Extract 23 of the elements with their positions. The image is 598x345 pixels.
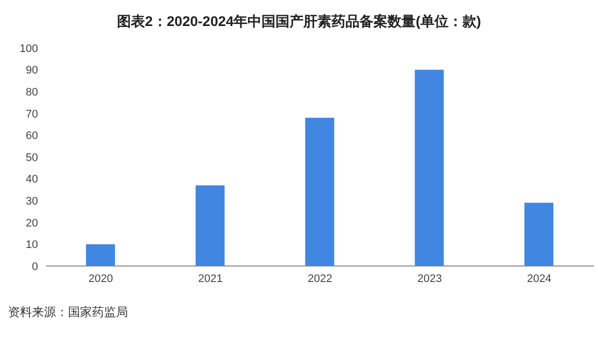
x-tick-label: 2023 bbox=[417, 272, 442, 285]
bar bbox=[86, 244, 115, 266]
y-tick-label: 90 bbox=[26, 64, 38, 77]
bar bbox=[305, 118, 334, 266]
y-tick-label: 0 bbox=[32, 260, 38, 273]
x-tick-label: 2022 bbox=[308, 272, 332, 285]
y-tick-label: 50 bbox=[26, 152, 38, 164]
chart-title: 图表2：2020-2024年中国国产肝素药品备案数量(单位：款) bbox=[116, 12, 482, 31]
y-tick-label: 10 bbox=[26, 239, 38, 252]
bar bbox=[196, 185, 225, 266]
y-tick-label: 70 bbox=[26, 108, 38, 120]
bar bbox=[524, 202, 554, 266]
bar bbox=[414, 70, 444, 266]
x-tick-label: 2024 bbox=[526, 272, 552, 285]
x-tick-label: 2020 bbox=[88, 272, 114, 285]
y-tick-label: 60 bbox=[26, 130, 38, 142]
y-tick-label: 40 bbox=[26, 174, 38, 186]
y-tick-label: 30 bbox=[26, 196, 38, 208]
y-tick-label: 80 bbox=[26, 86, 38, 99]
y-tick-label: 100 bbox=[20, 42, 38, 55]
text: 资料来源：国家药监局 bbox=[8, 304, 129, 321]
y-tick-label: 20 bbox=[26, 217, 38, 230]
x-tick-label: 2021 bbox=[198, 272, 223, 285]
